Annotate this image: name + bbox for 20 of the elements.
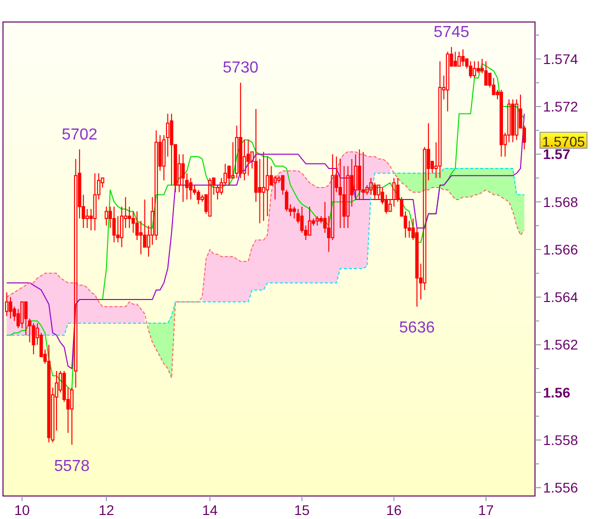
y-tick-label: 1.558 [543,432,578,448]
y-tick-label: 1.56 [543,384,570,400]
x-tick-label: 10 [14,502,30,518]
x-tick-label: 12 [98,502,114,518]
annotation: 5745 [434,24,470,42]
x-tick-label: 16 [386,502,402,518]
y-tick-label: 1.562 [543,336,578,353]
y-tick-label: 1.568 [543,194,578,210]
annotation: 5578 [54,458,90,475]
annotation: 5636 [399,320,435,337]
annotation: 5702 [62,126,98,144]
y-tick-label: 1.564 [543,289,578,306]
x-tick-label: 15 [294,502,310,518]
y-tick-label: 1.572 [543,98,578,115]
annotation: 5730 [222,60,258,77]
y-tick-label: 1.574 [543,50,578,67]
y-tick-label: 1.566 [543,241,578,258]
x-tick-label: 17 [478,502,494,518]
y-tick-label: 1.556 [543,480,578,496]
x-tick-label: 14 [202,502,218,518]
